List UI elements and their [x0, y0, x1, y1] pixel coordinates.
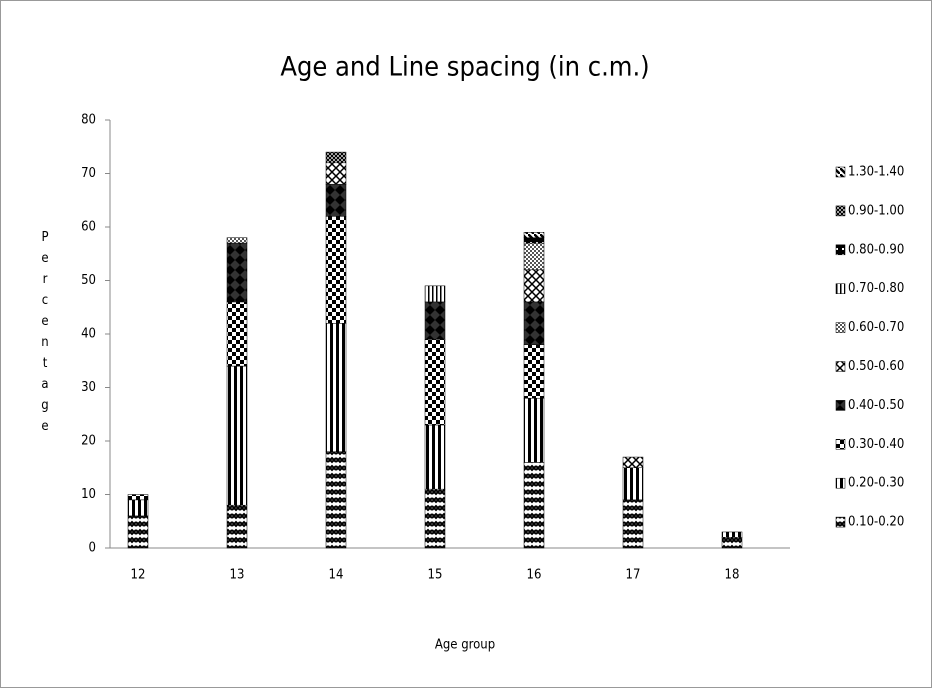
y-tick-label: 40 [81, 327, 96, 342]
legend-swatch [835, 439, 846, 450]
bar-segment [424, 488, 446, 549]
bar-segment [721, 537, 743, 549]
legend-swatch [835, 516, 846, 528]
x-tick-label: 18 [725, 568, 740, 583]
legend-swatch [835, 361, 846, 372]
legend-swatch [835, 205, 846, 217]
bar-segment [325, 183, 347, 217]
bar-segment [523, 462, 545, 549]
y-tick-label: 20 [81, 434, 96, 449]
legend-swatch [835, 400, 846, 411]
legend-swatch [835, 477, 846, 489]
bar-segment [424, 301, 446, 340]
legend-label: 0.70-0.80 [848, 281, 904, 296]
y-tick-label: 80 [81, 113, 96, 128]
x-tick-label: 12 [131, 568, 146, 583]
bar-segment [424, 285, 446, 303]
x-tick-label: 16 [527, 568, 542, 583]
bar-segment [325, 216, 347, 324]
bar-segment [523, 237, 545, 244]
legend-label: 0.30-0.40 [848, 437, 904, 452]
legend-label: 1.30-1.40 [848, 165, 904, 180]
bar-segment [226, 242, 248, 303]
legend-swatch [835, 322, 846, 333]
bar-segment [622, 499, 644, 549]
x-tick-label: 13 [230, 568, 245, 583]
y-tick-label: 0 [89, 541, 96, 556]
bar-segment [622, 456, 644, 468]
y-axis-label: Percentage [38, 230, 53, 440]
bar-segment [325, 151, 347, 164]
legend-label: 0.60-0.70 [848, 320, 904, 335]
y-tick-label: 10 [81, 487, 96, 502]
legend-label: 0.50-0.60 [848, 359, 904, 374]
bar-segment [325, 323, 347, 452]
y-tick-label: 50 [81, 273, 96, 288]
bar-segment [424, 424, 446, 490]
legend-label: 0.20-0.30 [848, 476, 904, 491]
bar-segment [226, 237, 248, 244]
legend-swatch [835, 244, 846, 256]
x-tick-label: 17 [626, 568, 641, 583]
bar-segment [424, 339, 446, 426]
bar-segment [127, 499, 149, 517]
y-tick-label: 30 [81, 380, 96, 395]
chart-title: Age and Line spacing (in c.m.) [280, 52, 649, 83]
legend-label: 0.40-0.50 [848, 398, 904, 413]
bar-segment [523, 242, 545, 271]
legend-label: 0.10-0.20 [848, 515, 904, 530]
bar-segment [622, 467, 644, 501]
x-axis-label: Age group [435, 638, 495, 653]
bar-segment [226, 365, 248, 506]
bar-segment [226, 301, 248, 367]
bar-segment [226, 504, 248, 549]
bar-segment [325, 162, 347, 185]
bar-segment [127, 515, 149, 549]
bar-segment [523, 397, 545, 463]
bar-segment [523, 301, 545, 345]
x-tick-label: 14 [329, 568, 344, 583]
y-tick-label: 60 [81, 220, 96, 235]
bar-segment [127, 494, 149, 501]
x-tick-label: 15 [428, 568, 443, 583]
bar-segment [523, 344, 545, 399]
bar-segment [721, 531, 743, 538]
legend-swatch [835, 166, 846, 178]
y-tick-label: 70 [81, 166, 96, 181]
bar-segment [523, 269, 545, 303]
legend-label: 0.80-0.90 [848, 242, 904, 257]
bar-segment [523, 232, 545, 238]
legend-swatch [835, 283, 846, 294]
bar-segment [325, 451, 347, 549]
legend-label: 0.90-1.00 [848, 203, 904, 218]
